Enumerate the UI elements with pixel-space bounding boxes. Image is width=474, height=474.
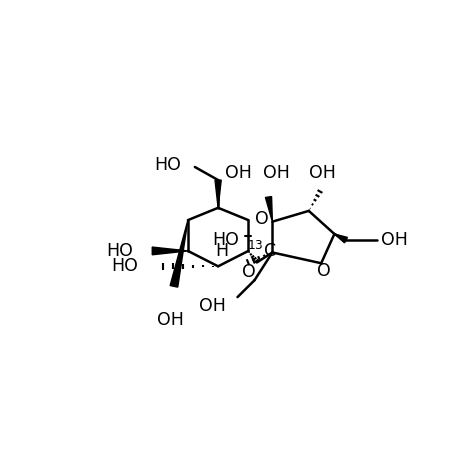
Text: $^{13}$C: $^{13}$C [247, 241, 276, 261]
Polygon shape [265, 197, 273, 222]
Text: OH: OH [381, 231, 408, 249]
Text: OH: OH [263, 164, 290, 182]
Text: O: O [255, 210, 268, 228]
Text: OH: OH [199, 297, 226, 315]
Text: HO: HO [154, 155, 181, 173]
Text: H: H [215, 242, 228, 260]
Text: OH: OH [156, 311, 183, 329]
Text: HO: HO [111, 257, 138, 275]
Text: HO: HO [212, 231, 239, 249]
Text: O: O [318, 262, 331, 280]
Polygon shape [334, 234, 347, 243]
Polygon shape [152, 247, 188, 255]
Polygon shape [170, 220, 188, 287]
Polygon shape [215, 180, 221, 208]
Text: OH: OH [310, 164, 336, 182]
Text: OH: OH [225, 164, 251, 182]
Text: HO: HO [106, 242, 133, 260]
Text: O: O [242, 264, 256, 282]
